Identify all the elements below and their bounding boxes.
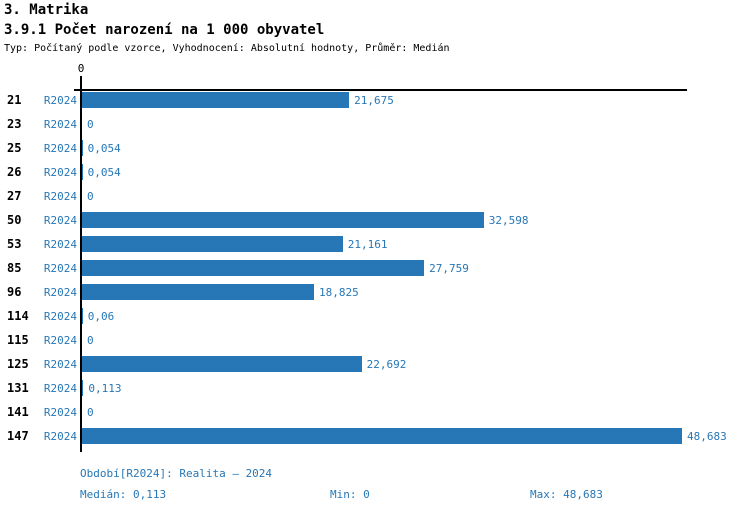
bar: [82, 236, 343, 252]
row-series-label: R2024: [43, 405, 77, 419]
row-series-label: R2024: [43, 165, 77, 179]
bar-value-label: 0: [87, 405, 94, 419]
row-series-label: R2024: [43, 333, 77, 347]
bar: [82, 428, 682, 444]
chart-row: 85 R2024 27,759: [0, 256, 750, 280]
axis-zero-tick-label: 0: [77, 62, 85, 75]
chart-row: 114 R2024 0,06: [0, 304, 750, 328]
chart-row: 131 R2024 0,113: [0, 376, 750, 400]
bar-value-label: 18,825: [319, 285, 359, 299]
legend-period: Období[R2024]: Realita – 2024: [80, 467, 273, 480]
row-category-label: 21: [7, 93, 22, 107]
row-series-label: R2024: [43, 285, 77, 299]
y-axis-line: [80, 76, 82, 452]
bar-value-label: 48,683: [687, 429, 727, 443]
chart-row: 115 R2024 0: [0, 328, 750, 352]
row-series-label: R2024: [43, 381, 77, 395]
row-category-label: 25: [7, 141, 22, 155]
bar-value-label: 0,06: [87, 309, 115, 323]
stat-median: Medián: 0,113: [80, 488, 167, 501]
chart-row: 53 R2024 21,161: [0, 232, 750, 256]
chart-row: 27 R2024 0: [0, 184, 750, 208]
bar: [82, 212, 484, 228]
bar-value-label: 21,161: [347, 237, 388, 251]
row-category-label: 85: [7, 261, 22, 275]
row-category-label: 53: [7, 237, 22, 251]
bar-value-label: 32,598: [488, 213, 529, 227]
chart-row: 96 R2024 18,825: [0, 280, 750, 304]
bar: [82, 356, 362, 372]
row-series-label: R2024: [43, 93, 77, 107]
row-series-label: R2024: [43, 141, 77, 155]
bar: [82, 284, 314, 300]
row-category-label: 141: [7, 405, 29, 419]
row-category-label: 23: [7, 117, 22, 131]
chart-row: 50 R2024 32,598: [0, 208, 750, 232]
stat-max: Max: 48,683: [530, 488, 603, 501]
x-axis-line: [74, 89, 687, 91]
row-series-label: R2024: [43, 117, 77, 131]
bar: [82, 380, 84, 396]
row-series-label: R2024: [43, 237, 77, 251]
page-title: 3. Matrika: [4, 2, 89, 18]
bar-value-label: 0,054: [87, 165, 121, 179]
bar: [82, 260, 425, 276]
row-series-label: R2024: [43, 357, 77, 371]
row-series-label: R2024: [43, 309, 77, 323]
row-series-label: R2024: [43, 429, 77, 443]
bar-chart: 0 21 R2024 21,675 23 R2024 0 25 R2024 0,054 26 R20…: [0, 62, 750, 452]
row-category-label: 114: [7, 309, 29, 323]
bar-value-label: 0: [87, 333, 94, 347]
row-category-label: 125: [7, 357, 29, 371]
row-category-label: 131: [7, 381, 29, 395]
row-series-label: R2024: [43, 261, 77, 275]
chart-row: 125 R2024 22,692: [0, 352, 750, 376]
chart-row: 23 R2024 0: [0, 112, 750, 136]
bar: [82, 308, 83, 324]
chart-row: 26 R2024 0,054: [0, 160, 750, 184]
bar-value-label: 0: [87, 117, 94, 131]
bar-value-label: 0,054: [87, 141, 121, 155]
row-series-label: R2024: [43, 189, 77, 203]
bar-value-label: 0,113: [88, 381, 122, 395]
bar: [82, 140, 83, 156]
chart-row: 147 R2024 48,683: [0, 424, 750, 448]
bar: [82, 164, 83, 180]
chart-row: 21 R2024 21,675: [0, 88, 750, 112]
row-category-label: 26: [7, 165, 22, 179]
bar-value-label: 22,692: [366, 357, 407, 371]
row-category-label: 96: [7, 285, 22, 299]
bar-value-label: 27,759: [429, 261, 469, 275]
stat-min: Min: 0: [330, 488, 370, 501]
row-category-label: 50: [7, 213, 22, 227]
bar: [82, 92, 350, 108]
bar-value-label: 0: [87, 189, 94, 203]
chart-row: 141 R2024 0: [0, 400, 750, 424]
bar-value-label: 21,675: [354, 93, 394, 107]
chart-row: 25 R2024 0,054: [0, 136, 750, 160]
chart-meta: Typ: Počítaný podle vzorce, Vyhodnocení:…: [4, 43, 450, 54]
row-category-label: 27: [7, 189, 22, 203]
chart-title: 3.9.1 Počet narození na 1 000 obyvatel: [4, 22, 325, 38]
row-category-label: 115: [7, 333, 29, 347]
row-series-label: R2024: [43, 213, 77, 227]
row-category-label: 147: [7, 429, 29, 443]
